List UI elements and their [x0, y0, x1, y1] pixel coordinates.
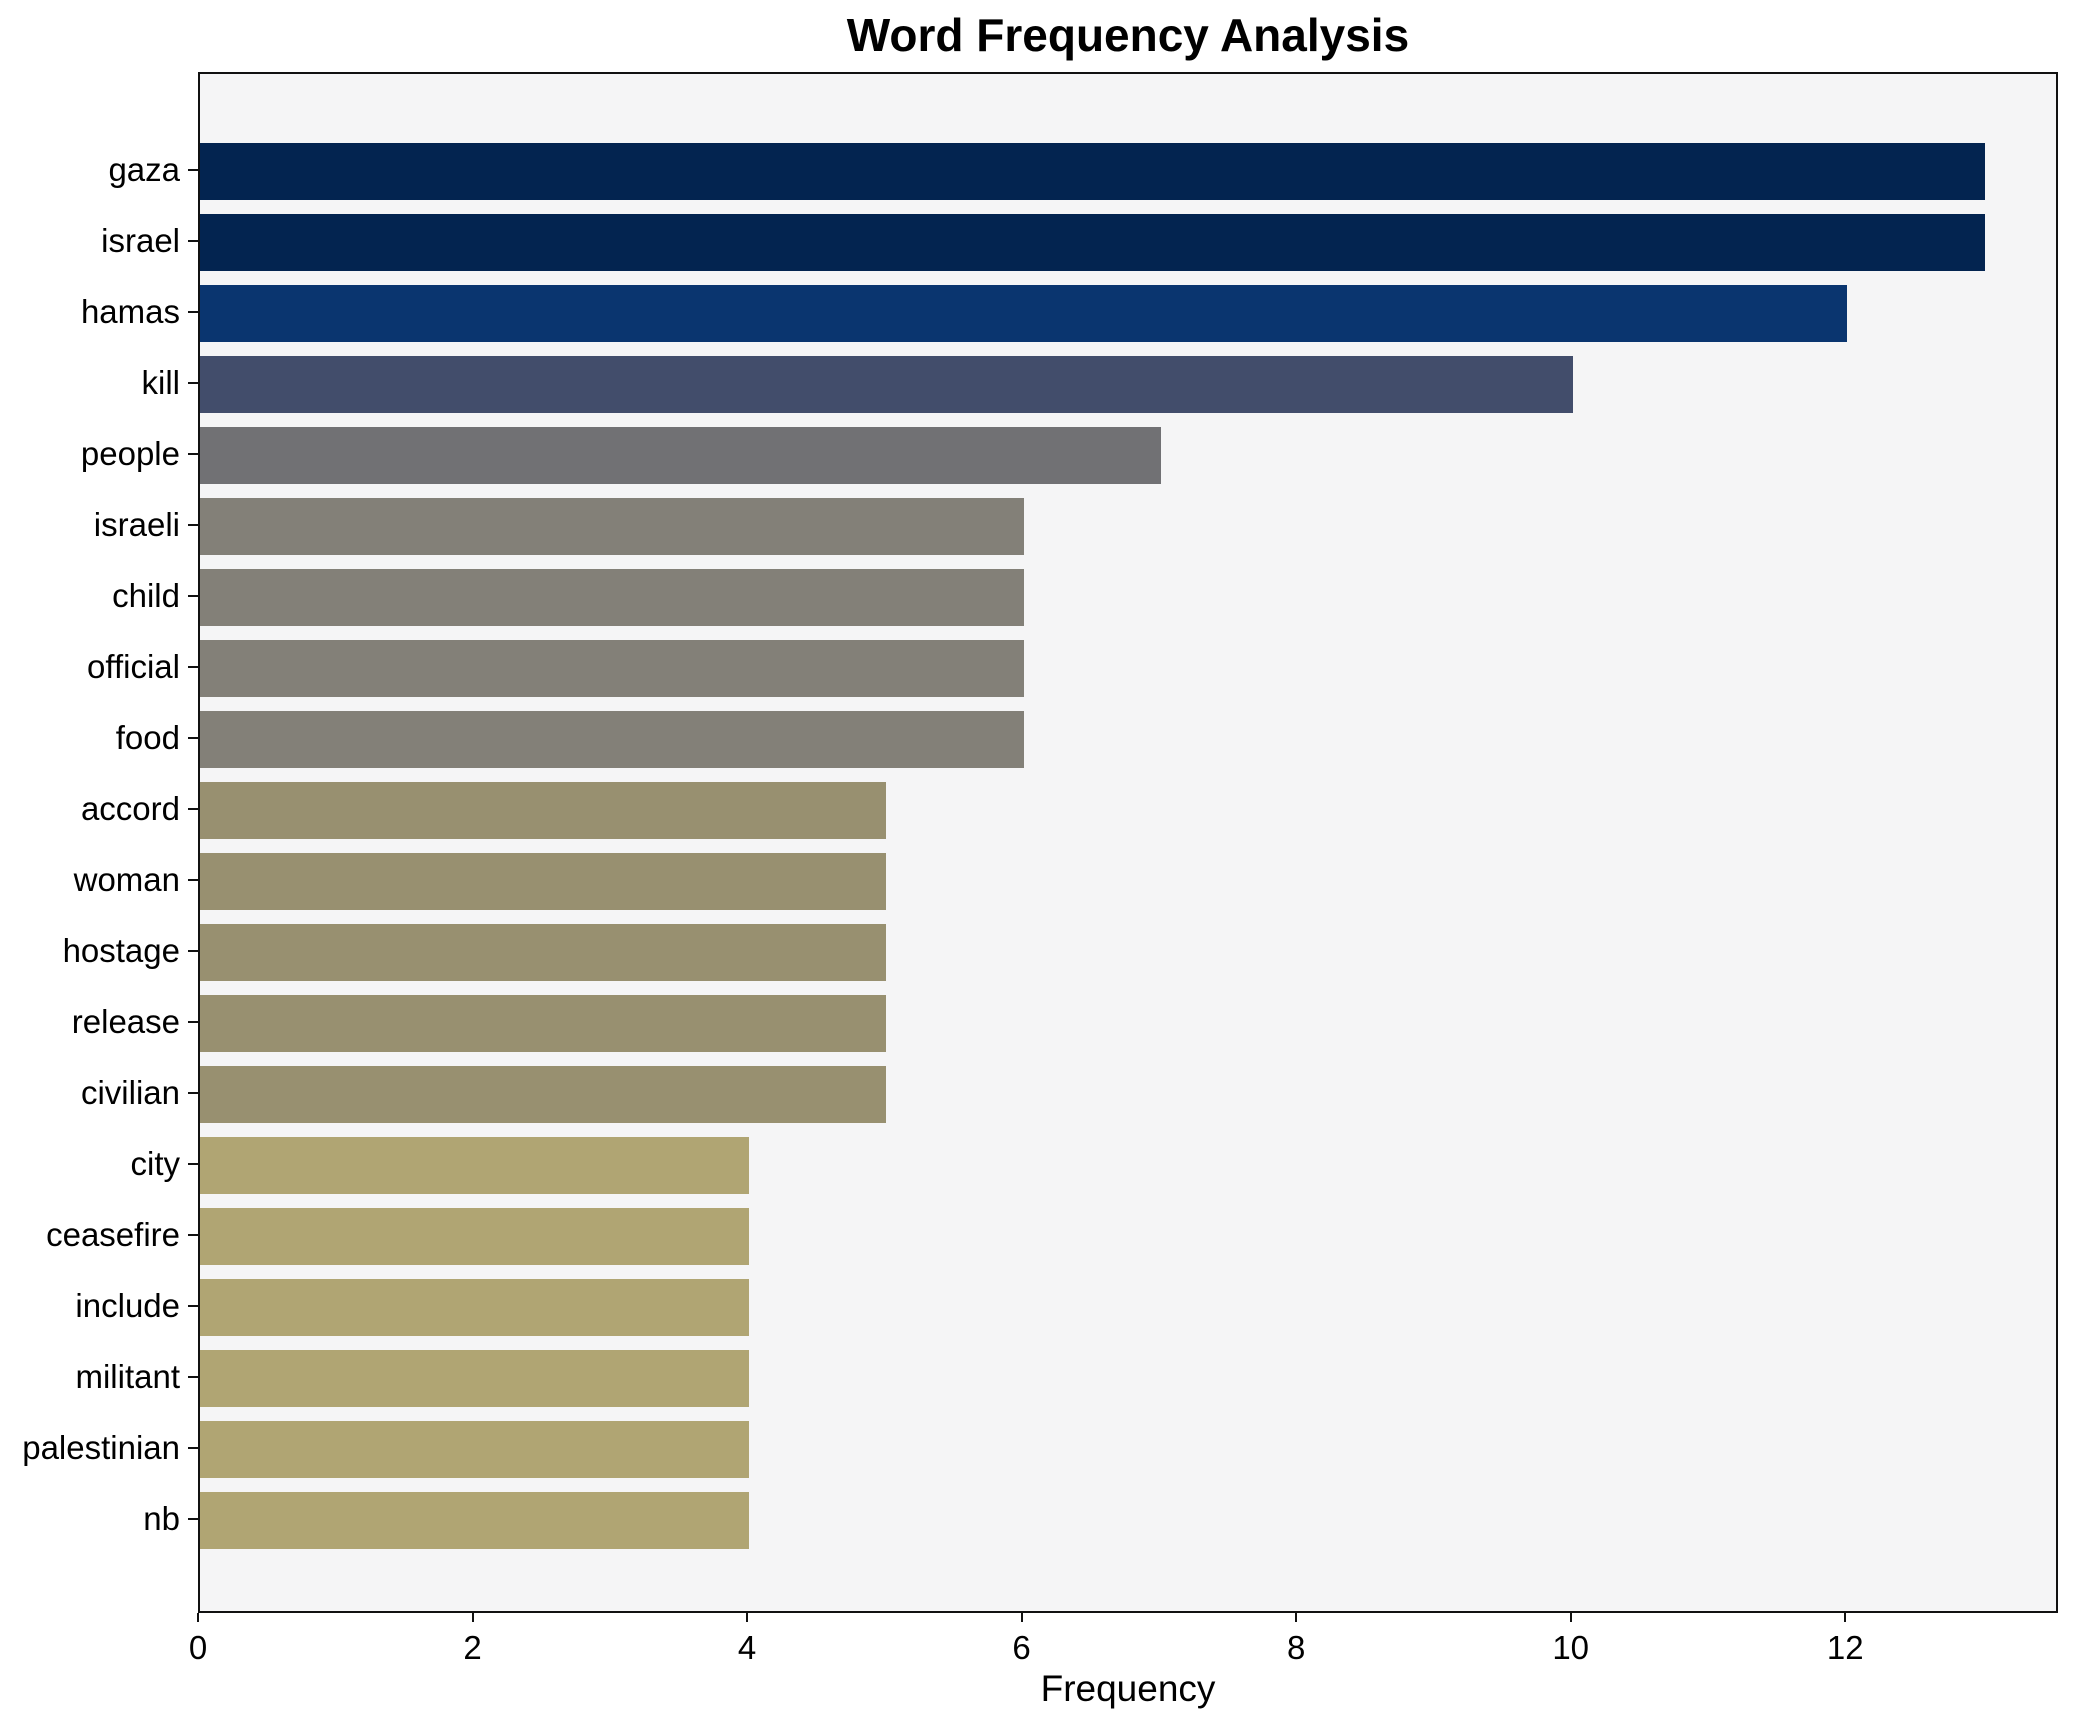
y-tick-label: food: [115, 718, 180, 756]
x-tick-mark: [197, 1613, 199, 1622]
y-tick-mark: [188, 736, 198, 739]
y-tick-mark: [188, 1517, 198, 1520]
bar-official: [200, 640, 1024, 697]
bar-woman: [200, 853, 887, 910]
x-tick-label: 10: [1552, 1629, 1590, 1666]
y-tick-mark: [188, 1091, 198, 1094]
chart-title: Word Frequency Analysis: [846, 9, 1410, 61]
y-tick-label: gaza: [108, 150, 180, 188]
y-tick-label: people: [80, 434, 180, 472]
x-tick-label: 12: [1826, 1629, 1864, 1666]
y-tick-mark: [188, 1446, 198, 1449]
y-tick-label: include: [75, 1286, 180, 1324]
bar-nb: [200, 1492, 750, 1549]
y-tick-label: militant: [75, 1357, 180, 1395]
plot-area: [198, 72, 2058, 1613]
bar-release: [200, 995, 887, 1052]
y-tick-mark: [188, 878, 198, 881]
x-tick-label: 0: [188, 1629, 208, 1666]
y-tick-label: palestinian: [22, 1428, 180, 1466]
y-tick-mark: [188, 381, 198, 384]
y-tick-mark: [188, 807, 198, 810]
x-tick-mark: [1295, 1613, 1298, 1622]
x-tick-label: 2: [463, 1629, 482, 1666]
x-tick-label: 8: [1286, 1629, 1306, 1666]
bar-palestinian: [200, 1421, 750, 1478]
x-axis-title: Frequency: [1040, 1668, 1216, 1709]
y-tick-label: official: [87, 647, 180, 685]
x-tick-mark: [746, 1613, 749, 1622]
y-tick-mark: [188, 310, 198, 313]
bar-gaza: [200, 143, 1985, 200]
y-tick-label: kill: [141, 363, 181, 401]
bar-people: [200, 427, 1161, 484]
y-tick-mark: [188, 1304, 198, 1307]
y-tick-mark: [188, 594, 198, 597]
y-tick-label: woman: [73, 860, 180, 898]
bar-kill: [200, 356, 1573, 413]
y-tick-mark: [188, 665, 198, 668]
y-tick-mark: [188, 239, 198, 242]
y-tick-mark: [188, 1162, 198, 1165]
bar-hostage: [200, 924, 887, 981]
bar-include: [200, 1279, 750, 1336]
y-tick-label: city: [130, 1144, 181, 1182]
bar-civilian: [200, 1066, 887, 1123]
y-tick-label: hamas: [80, 292, 180, 330]
x-tick-mark: [471, 1613, 474, 1622]
y-tick-mark: [188, 1375, 198, 1378]
y-tick-mark: [188, 452, 198, 455]
y-tick-mark: [188, 1020, 198, 1023]
bar-accord: [200, 782, 887, 839]
y-tick-label: civilian: [80, 1073, 180, 1111]
y-tick-label: hostage: [62, 931, 180, 969]
y-tick-label: child: [112, 576, 180, 614]
bar-child: [200, 569, 1024, 626]
y-tick-label: nb: [143, 1499, 180, 1537]
y-tick-label: ceasefire: [46, 1215, 180, 1253]
x-tick-mark: [1844, 1613, 1847, 1622]
bar-israeli: [200, 498, 1024, 555]
bar-militant: [200, 1350, 750, 1407]
y-tick-mark: [188, 168, 198, 171]
y-tick-label: release: [71, 1002, 180, 1040]
x-tick-label: 4: [737, 1629, 757, 1666]
y-tick-mark: [188, 523, 198, 526]
bar-ceasefire: [200, 1208, 750, 1265]
x-tick-mark: [1020, 1613, 1023, 1622]
y-tick-mark: [188, 1233, 198, 1236]
x-tick-label: 6: [1012, 1629, 1031, 1666]
y-tick-mark: [188, 949, 198, 952]
bar-food: [200, 711, 1024, 768]
y-tick-label: israel: [101, 221, 180, 259]
bar-city: [200, 1137, 750, 1194]
y-tick-label: israeli: [93, 505, 180, 543]
x-tick-mark: [1569, 1613, 1572, 1622]
y-tick-label: accord: [80, 789, 180, 827]
bar-hamas: [200, 285, 1848, 342]
bar-israel: [200, 214, 1985, 271]
